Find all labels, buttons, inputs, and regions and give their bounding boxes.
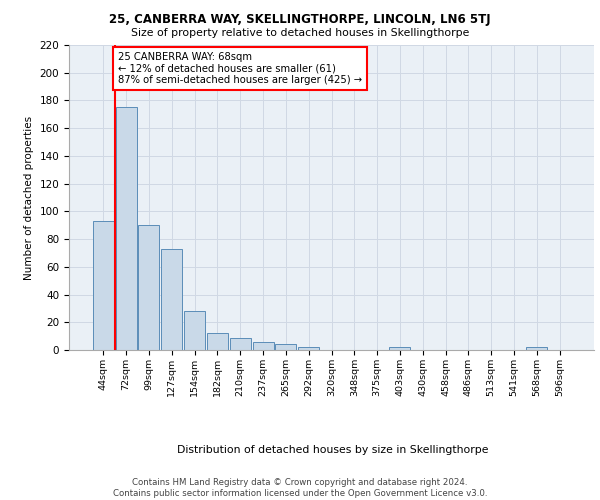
- Text: Contains HM Land Registry data © Crown copyright and database right 2024.
Contai: Contains HM Land Registry data © Crown c…: [113, 478, 487, 498]
- Y-axis label: Number of detached properties: Number of detached properties: [24, 116, 34, 280]
- Bar: [298, 347, 319, 350]
- Bar: [93, 221, 114, 350]
- Text: Size of property relative to detached houses in Skellingthorpe: Size of property relative to detached ho…: [131, 28, 469, 38]
- Bar: [253, 342, 274, 350]
- Bar: [230, 338, 251, 350]
- Bar: [526, 347, 547, 350]
- Bar: [161, 249, 182, 350]
- Bar: [139, 225, 160, 350]
- Bar: [275, 344, 296, 350]
- Bar: [116, 108, 137, 350]
- Bar: [207, 334, 228, 350]
- Bar: [389, 347, 410, 350]
- Text: 25, CANBERRA WAY, SKELLINGTHORPE, LINCOLN, LN6 5TJ: 25, CANBERRA WAY, SKELLINGTHORPE, LINCOL…: [109, 12, 491, 26]
- Bar: [184, 311, 205, 350]
- Text: Distribution of detached houses by size in Skellingthorpe: Distribution of detached houses by size …: [177, 445, 489, 455]
- Text: 25 CANBERRA WAY: 68sqm
← 12% of detached houses are smaller (61)
87% of semi-det: 25 CANBERRA WAY: 68sqm ← 12% of detached…: [118, 52, 362, 85]
